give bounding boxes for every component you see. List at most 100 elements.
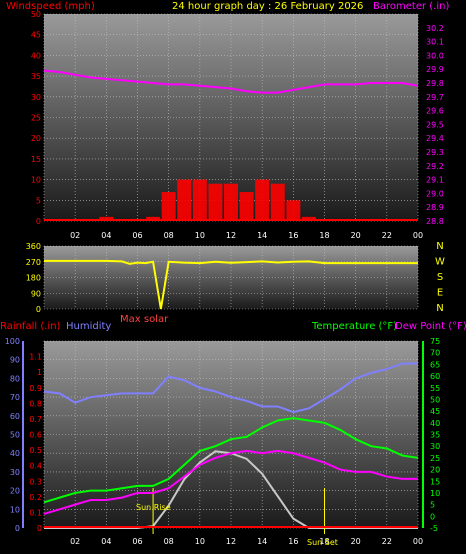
wind-bar	[99, 216, 114, 221]
dew-axis-title: Dew Point (°F)	[395, 321, 466, 332]
rain-tick-label: 0.4	[29, 462, 42, 471]
baro-tick-label: 29.3	[426, 148, 444, 157]
humidity-axis-title: Humidity	[66, 321, 111, 332]
baro-tick-label: 29.5	[426, 120, 444, 129]
temp-tick-label: 20	[430, 466, 440, 475]
compass-letter: E	[437, 288, 443, 299]
humidity-tick-label: 90	[10, 356, 20, 365]
baro-tick-label: 30.0	[426, 51, 444, 60]
wind-tick-label: 50	[31, 10, 41, 19]
x-tick-label: 04	[101, 231, 111, 240]
x-tick-label: 20	[351, 231, 361, 240]
temp-tick-label: 45	[430, 407, 440, 416]
baro-tick-label: 29.1	[426, 176, 444, 185]
temp-tick-label: 75	[430, 337, 440, 346]
x-tick-label: 16	[288, 231, 298, 240]
temp-tick-label: 60	[430, 372, 440, 381]
wind-bar	[301, 216, 316, 221]
humidity-tick-label: 20	[10, 487, 20, 496]
humidity-tick-label: 60	[10, 412, 20, 421]
temp-tick-label: 5	[430, 501, 435, 510]
x-tick-label: 22	[382, 231, 392, 240]
baro-axis-title: Barometer (.in)	[373, 1, 449, 12]
wind-tick-label: 40	[31, 51, 41, 60]
baro-tick-label: 28.9	[426, 203, 444, 212]
wind-tick-label: 15	[31, 155, 41, 164]
humidity-line	[43, 362, 418, 414]
temp-tick-label: 30	[430, 442, 440, 451]
wind-bar	[255, 179, 270, 221]
dir-tick-label: 90	[31, 289, 41, 298]
rain-tick-label: 0.9	[29, 384, 42, 393]
wind-axis-title: Windspeed (mph)	[6, 1, 95, 12]
wind-tick-label: 35	[31, 72, 41, 81]
wind-bar	[208, 183, 223, 221]
compass-letter: W	[435, 257, 445, 268]
x-tick-label: 08	[164, 537, 174, 546]
wind-bar	[177, 179, 192, 221]
compass-letter: N	[436, 303, 443, 314]
dir-tick-label: 0	[36, 305, 41, 314]
dewpoint-line	[43, 449, 418, 515]
wind-bar	[161, 192, 176, 221]
rain-tick-label: 0	[37, 524, 42, 533]
dir-tick-label: 180	[26, 274, 41, 283]
x-tick-label: 14	[257, 231, 267, 240]
temp-tick-label: 15	[430, 477, 440, 486]
humidity-tick-label: 80	[10, 374, 20, 383]
x-tick-label: 12	[226, 537, 236, 546]
rain-tick-label: 0.2	[29, 493, 42, 502]
wind-tick-label: 10	[31, 176, 41, 185]
temp-tick-label: 35	[430, 431, 440, 440]
sunrise-label: Sun Rise	[136, 503, 171, 512]
temp-tick-label: 10	[430, 489, 440, 498]
baro-line	[43, 69, 419, 94]
baro-tick-label: 29.8	[426, 79, 444, 88]
temp-tick-label: 65	[430, 360, 440, 369]
temp-tick-label: 70	[430, 349, 440, 358]
wind-bar	[270, 183, 285, 221]
x-tick-label: 12	[226, 231, 236, 240]
rain-axis-title: Rainfall (.in)	[0, 321, 61, 332]
rain-tick-label: 0.6	[29, 431, 42, 440]
wind-tick-label: 45	[31, 31, 41, 40]
max-solar-label: Max solar	[120, 314, 169, 325]
x-tick-label: 08	[164, 231, 174, 240]
x-tick-label: 18	[319, 537, 329, 546]
x-tick-label: 16	[288, 537, 298, 546]
x-tick-label: 14	[257, 537, 267, 546]
humidity-tick-label: 40	[10, 449, 20, 458]
x-tick-label: 04	[101, 537, 111, 546]
humidity-tick-label: 50	[10, 431, 20, 440]
humidity-tick-label: 0	[15, 524, 20, 533]
rain-tick-label: 0.1	[29, 508, 42, 517]
wind-tick-label: 5	[36, 196, 41, 205]
tick-labels: 0510152025303540455028.828.929.029.129.2…	[5, 10, 444, 546]
compass-letter: S	[437, 272, 443, 283]
wind-bar	[146, 216, 161, 221]
humidity-tick-label: 70	[10, 393, 20, 402]
x-tick-label: 06	[132, 537, 142, 546]
chart-title: 24 hour graph day : 26 February 2026	[172, 1, 363, 12]
baro-tick-label: 29.0	[426, 189, 444, 198]
rain-tick-label: 1	[37, 368, 42, 377]
x-tick-label: 10	[195, 231, 205, 240]
rain-tick-label: 0.3	[29, 477, 42, 486]
wind-bar	[224, 183, 238, 221]
temp-tick-label: 50	[430, 395, 440, 404]
temp-tick-label: 25	[430, 454, 440, 463]
baro-tick-label: 30.2	[426, 24, 444, 33]
humidity-tick-label: 100	[5, 337, 20, 346]
wind-tick-label: 20	[31, 134, 41, 143]
baro-tick-label: 29.4	[426, 134, 444, 143]
temp-tick-label: 55	[430, 384, 440, 393]
wind-tick-label: 0	[36, 217, 41, 226]
baro-tick-label: 29.7	[426, 93, 444, 102]
baro-tick-label: 28.8	[426, 217, 444, 226]
x-tick-label: 00	[413, 231, 423, 240]
x-tick-label: 06	[132, 231, 142, 240]
temp-tick-label: -5	[430, 524, 438, 533]
wind-bar	[192, 179, 207, 221]
